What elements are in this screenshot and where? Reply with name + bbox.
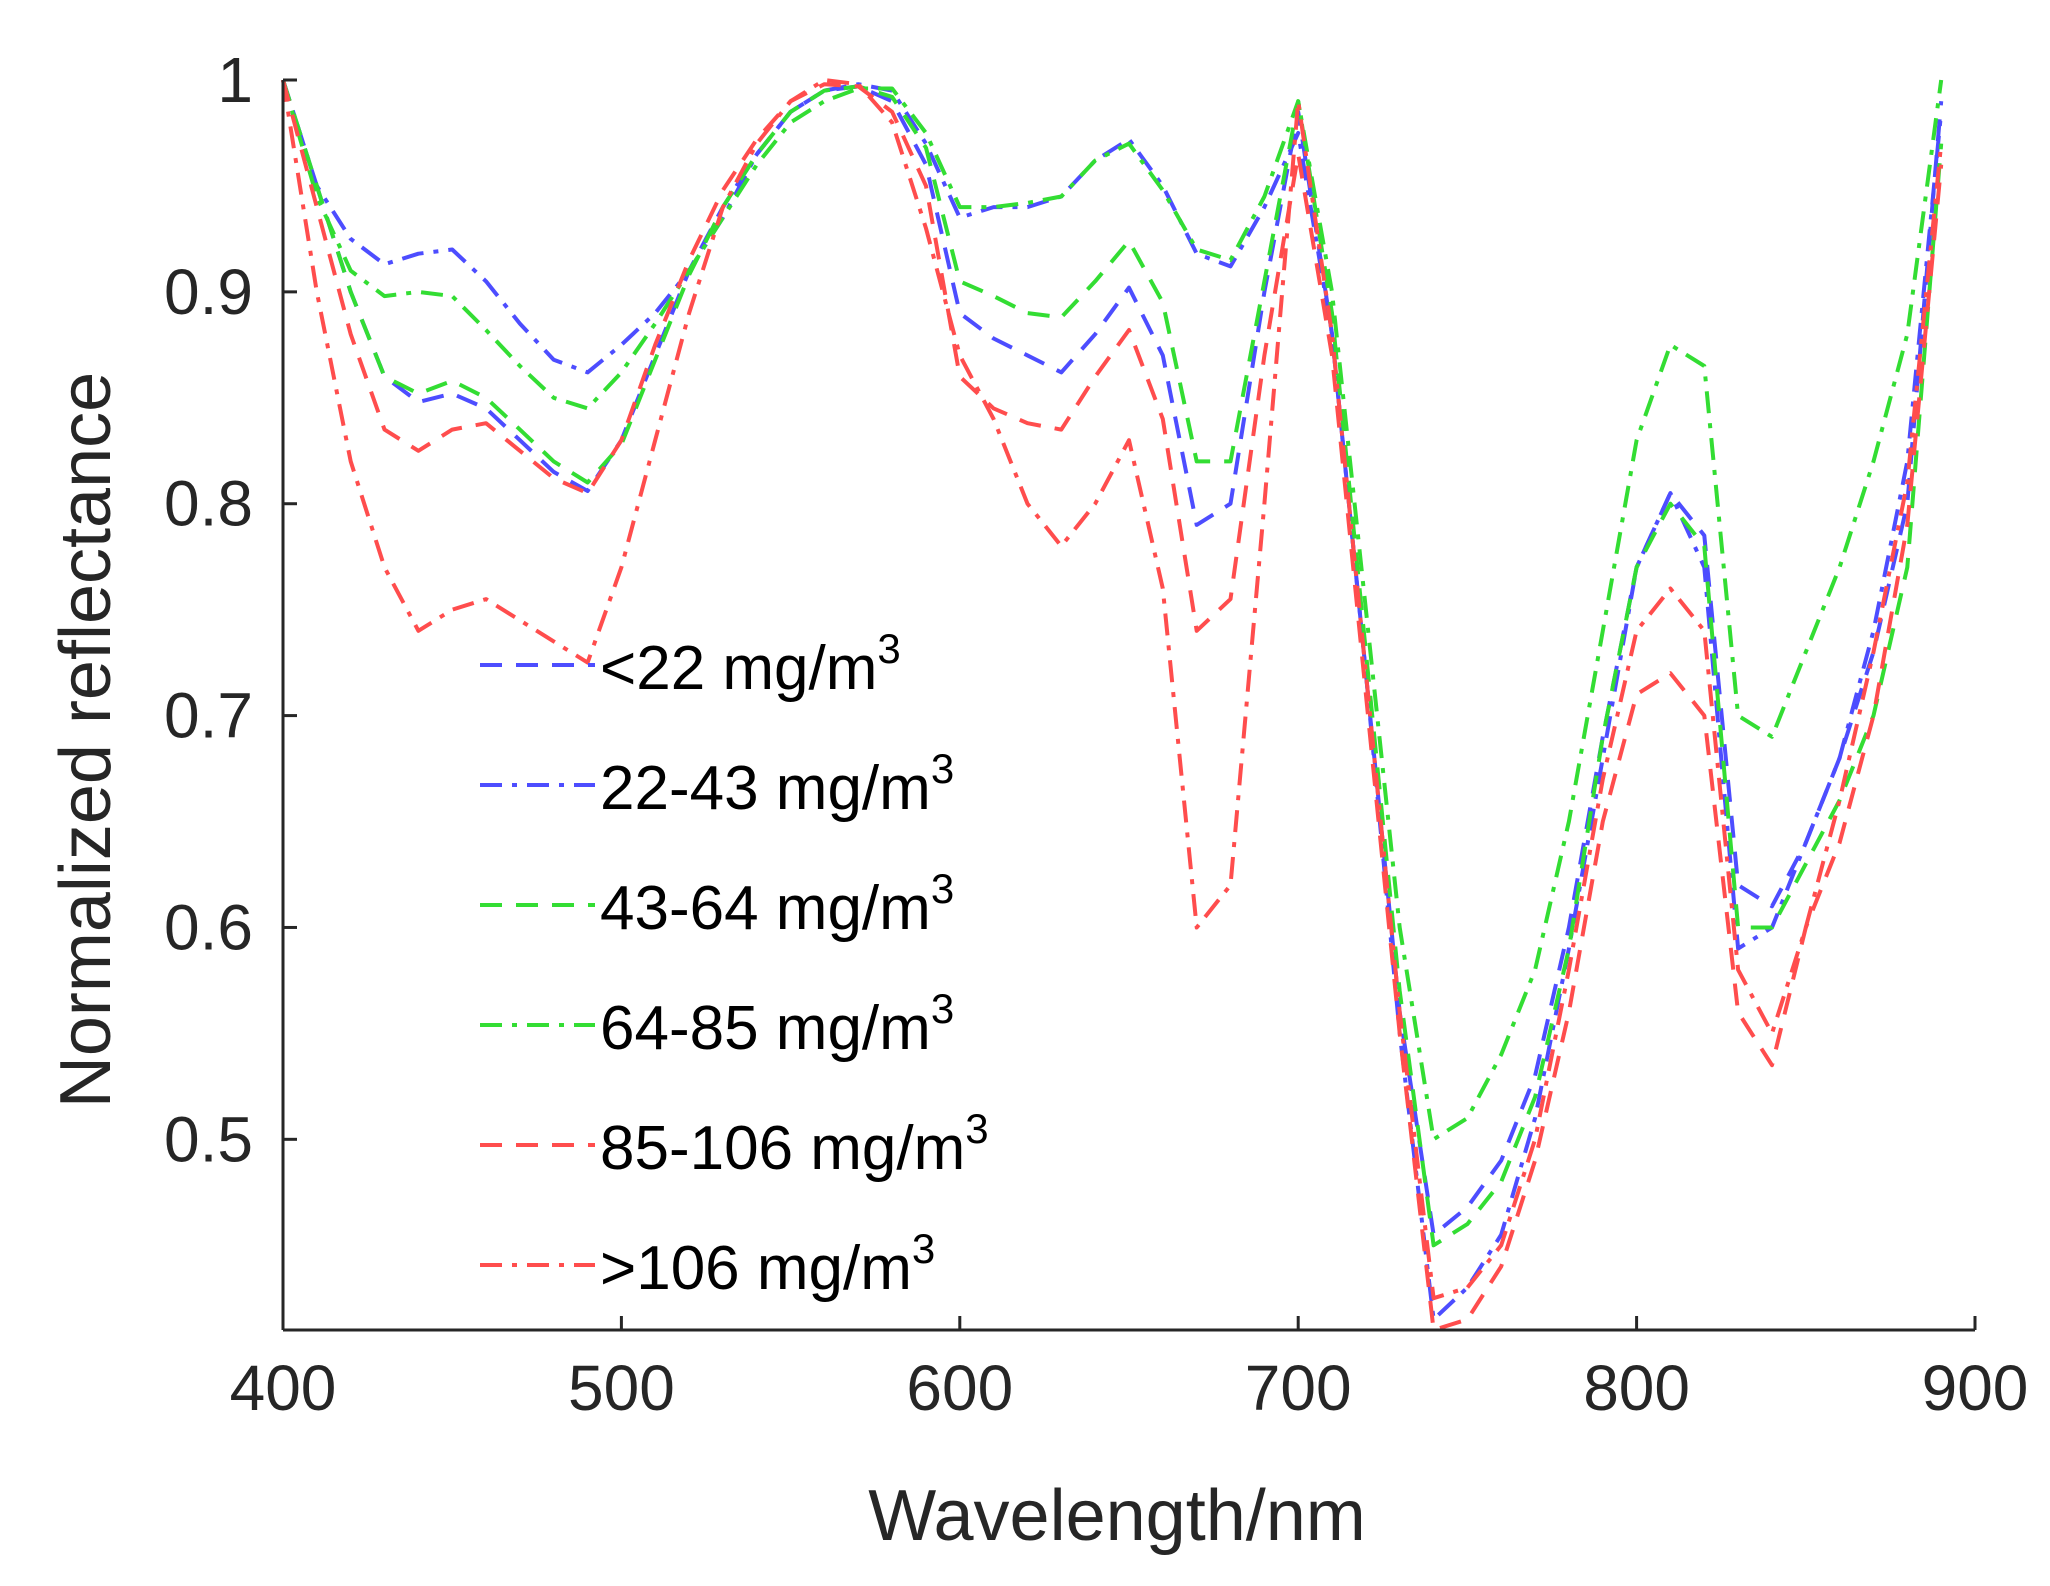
plot-area — [281, 78, 1944, 1332]
legend-label: 85-106 mg/m3 — [600, 1105, 989, 1183]
series-line-5 — [281, 79, 1944, 1332]
legend-label: <22 mg/m3 — [600, 625, 901, 703]
series-line-6 — [281, 78, 1944, 1301]
series-line-2 — [281, 79, 1944, 1322]
x-tick-label: 700 — [1245, 1352, 1352, 1424]
series-line-3 — [281, 79, 1944, 1248]
x-axis-title: Wavelength/nm — [868, 1476, 1366, 1556]
y-tick-label: 0.6 — [164, 891, 253, 963]
x-tick-label: 800 — [1583, 1352, 1690, 1424]
legend-item: 22-43 mg/m3 — [480, 745, 954, 823]
legend-item: <22 mg/m3 — [480, 625, 901, 703]
y-tick-label: 0.8 — [164, 468, 253, 540]
series-line-4 — [281, 79, 1944, 1142]
y-axis-title: Normalized reflectance — [46, 372, 126, 1108]
legend: <22 mg/m3 22-43 mg/m3 43-64 mg/m3 64-85 mg/… — [480, 625, 989, 1303]
legend-item: 85-106 mg/m3 — [480, 1105, 989, 1183]
series-line-1 — [281, 79, 1944, 1237]
x-tick-label: 900 — [1922, 1352, 2029, 1424]
legend-item: >106 mg/m3 — [480, 1225, 935, 1303]
y-tick-label: 0.7 — [164, 680, 253, 752]
legend-item: 43-64 mg/m3 — [480, 865, 954, 943]
x-tick-label: 500 — [568, 1352, 675, 1424]
x-tick-label: 600 — [906, 1352, 1013, 1424]
axes: 400 500 600 700 800 900 0.5 0.6 0.7 0.8 0.9 1 — [164, 44, 2028, 1424]
legend-label: 64-85 mg/m3 — [600, 985, 954, 1063]
y-tick-label: 0.5 — [164, 1103, 253, 1175]
y-tick-label: 1 — [217, 44, 253, 116]
x-tick-label: 400 — [230, 1352, 337, 1424]
legend-label: 22-43 mg/m3 — [600, 745, 954, 823]
legend-label: >106 mg/m3 — [600, 1225, 935, 1303]
legend-label: 43-64 mg/m3 — [600, 865, 954, 943]
legend-item: 64-85 mg/m3 — [480, 985, 954, 1063]
y-tick-label: 0.9 — [164, 256, 253, 328]
